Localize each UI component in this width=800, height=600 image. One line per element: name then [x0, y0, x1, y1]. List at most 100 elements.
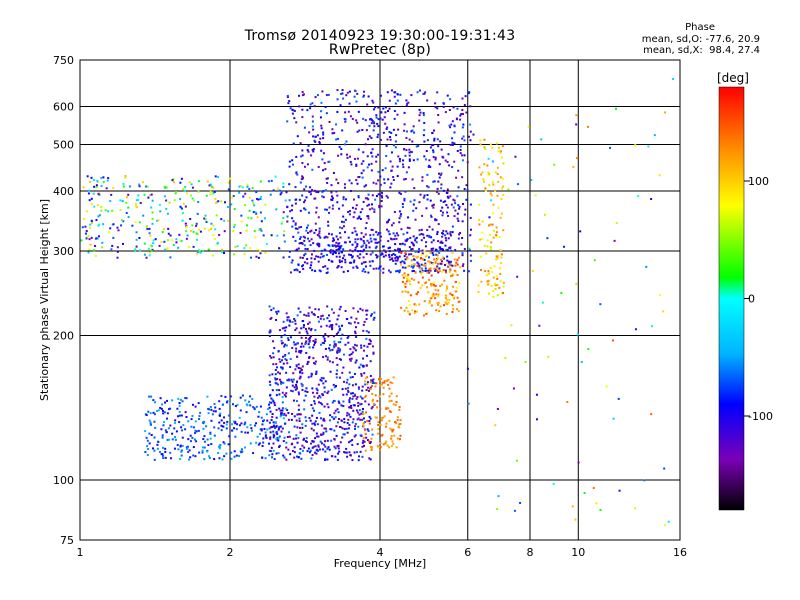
- data-point: [87, 192, 90, 195]
- data-point: [190, 183, 193, 186]
- data-point: [366, 239, 369, 242]
- data-point: [203, 446, 206, 449]
- data-point: [358, 366, 361, 369]
- data-point: [331, 324, 334, 327]
- data-point: [307, 144, 310, 147]
- data-point: [379, 265, 382, 268]
- data-point: [276, 432, 279, 435]
- data-point: [379, 117, 382, 120]
- data-point: [281, 427, 284, 430]
- data-point: [288, 199, 291, 202]
- data-point: [347, 427, 350, 430]
- data-point: [151, 222, 154, 225]
- data-point: [324, 347, 327, 350]
- data-point: [401, 260, 404, 263]
- data-point: [400, 306, 403, 309]
- data-point: [324, 457, 327, 460]
- data-point: [444, 294, 447, 297]
- data-point: [90, 176, 93, 179]
- data-point: [396, 437, 399, 440]
- data-point: [93, 205, 96, 208]
- data-point: [494, 171, 497, 174]
- data-point: [294, 186, 297, 189]
- data-point: [318, 141, 321, 144]
- data-point: [88, 248, 91, 251]
- data-point: [463, 269, 466, 272]
- data-point: [435, 253, 438, 256]
- data-point: [314, 96, 317, 99]
- data-point: [182, 188, 185, 191]
- data-point: [191, 403, 194, 406]
- data-point: [413, 131, 416, 134]
- data-point: [415, 241, 418, 244]
- data-point: [309, 103, 312, 106]
- data-point: [177, 415, 180, 418]
- data-point: [346, 378, 349, 381]
- data-point: [275, 208, 278, 211]
- data-point: [262, 437, 265, 440]
- data-point: [451, 310, 454, 313]
- data-point: [331, 361, 334, 364]
- data-point: [335, 235, 338, 238]
- data-point: [287, 338, 290, 341]
- data-point: [348, 261, 351, 264]
- data-point: [343, 241, 346, 244]
- data-point: [437, 271, 440, 274]
- data-point: [318, 448, 321, 451]
- data-point: [244, 446, 247, 449]
- data-point: [283, 456, 286, 459]
- data-point: [80, 239, 83, 242]
- data-point: [309, 264, 312, 267]
- data-point: [664, 111, 667, 114]
- data-point: [298, 270, 301, 273]
- data-point: [149, 234, 152, 237]
- data-point: [324, 355, 327, 358]
- data-point: [306, 231, 309, 234]
- data-point: [227, 188, 230, 191]
- data-point: [297, 391, 300, 394]
- data-point: [371, 405, 374, 408]
- data-point: [329, 349, 332, 352]
- data-point: [434, 106, 437, 109]
- data-point: [258, 411, 261, 414]
- data-point: [411, 270, 414, 273]
- data-point: [404, 290, 407, 293]
- data-point: [306, 332, 309, 335]
- data-point: [501, 177, 504, 180]
- data-point: [432, 281, 435, 284]
- data-point: [287, 378, 290, 381]
- data-point: [422, 233, 425, 236]
- data-point: [451, 231, 454, 234]
- data-point: [262, 441, 265, 444]
- data-point: [440, 260, 443, 263]
- data-point: [272, 352, 275, 355]
- data-point: [371, 251, 374, 254]
- data-point: [403, 199, 406, 202]
- data-point: [313, 362, 316, 365]
- data-point: [571, 505, 574, 508]
- data-point: [331, 401, 334, 404]
- data-point: [335, 323, 338, 326]
- data-point: [300, 457, 303, 460]
- data-point: [161, 434, 164, 437]
- data-point: [355, 204, 358, 207]
- data-point: [339, 441, 342, 444]
- data-point: [367, 138, 370, 141]
- data-point: [279, 193, 282, 196]
- data-point: [376, 255, 379, 258]
- data-point: [361, 270, 364, 273]
- data-point: [232, 194, 235, 197]
- data-point: [338, 402, 341, 405]
- colorbar-label: [deg]: [717, 71, 749, 85]
- data-point: [398, 191, 401, 194]
- data-point: [349, 160, 352, 163]
- data-point: [303, 165, 306, 168]
- data-point: [298, 242, 301, 245]
- data-point: [186, 234, 189, 237]
- data-point: [169, 256, 172, 259]
- data-point: [502, 185, 505, 188]
- data-point: [394, 140, 397, 143]
- data-point: [312, 440, 315, 443]
- data-point: [398, 271, 401, 274]
- data-point: [325, 427, 328, 430]
